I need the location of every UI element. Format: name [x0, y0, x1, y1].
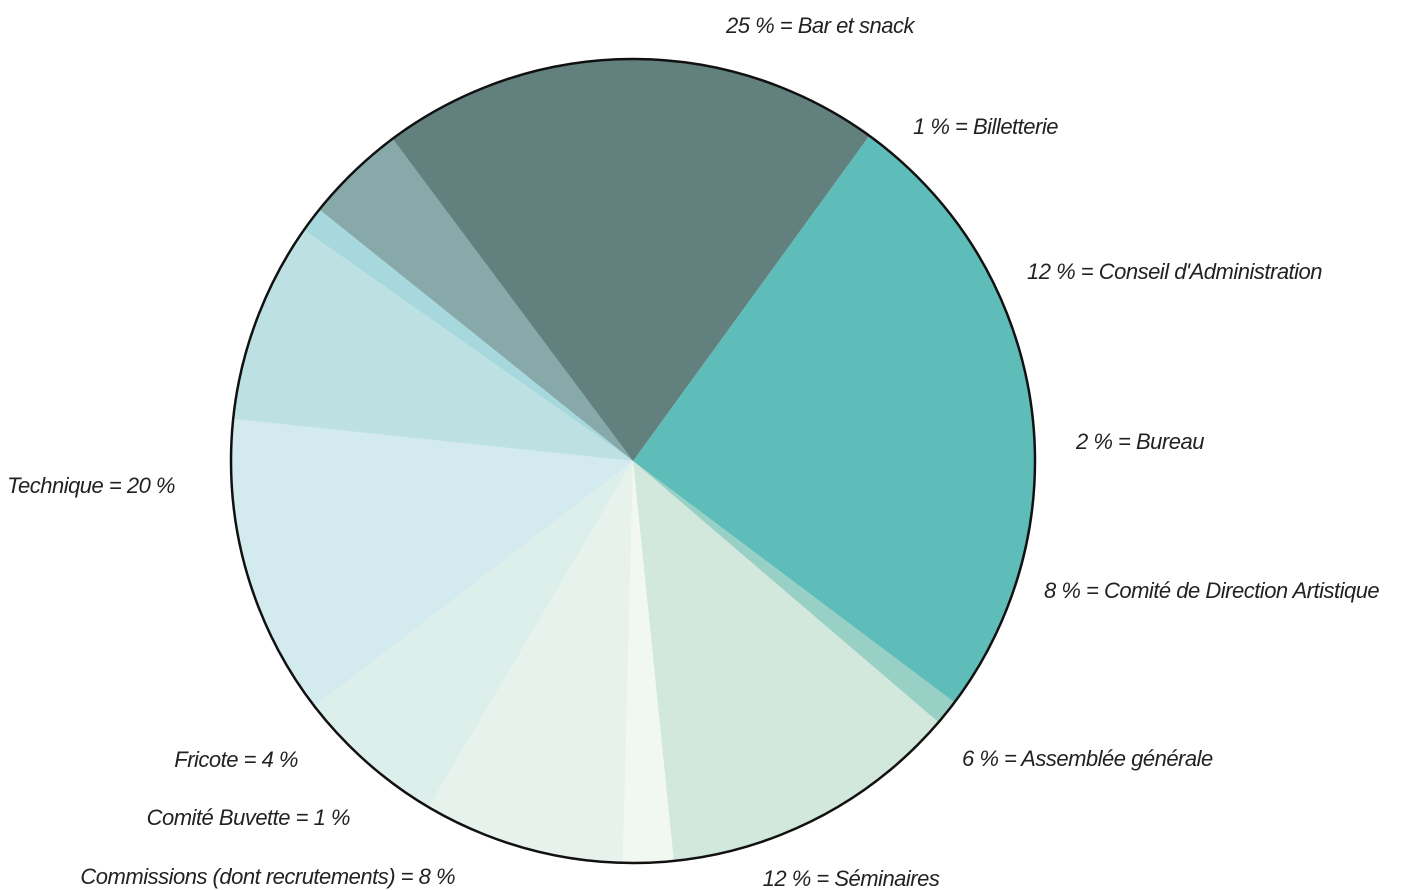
pie-slice-technique: [392, 59, 870, 461]
pie-slice-fricote: [319, 138, 633, 462]
slice-label: 12 % = Conseil d'Administration: [1027, 259, 1322, 284]
pie-slice-assemblee-generale: [314, 461, 633, 808]
pie-slice-conseil-d-administration: [633, 461, 939, 861]
pie-slice-bar-et-snack: [633, 135, 1035, 703]
pie-slice-seminaires: [230, 418, 633, 707]
slice-label: 2 % = Bureau: [1075, 429, 1204, 454]
slice-label: 25 % = Bar et snack: [725, 13, 915, 38]
slice-label: Fricote = 4 %: [174, 747, 298, 772]
pie-slice-comite-buvette: [304, 209, 633, 461]
slice-label: 6 % = Assemblée générale: [962, 746, 1213, 771]
pie-outline: [229, 57, 1037, 865]
pie-slice-bureau: [622, 461, 674, 863]
slice-label: 1 % = Billetterie: [913, 114, 1058, 139]
pie-slice-billetterie: [633, 461, 955, 723]
pie-slices: [230, 59, 1035, 863]
slice-labels: 25 % = Bar et snack 1 % = Billetterie 12 %…: [7, 13, 1380, 890]
slice-label: Technique = 20 %: [7, 473, 175, 498]
slice-label: Comité Buvette = 1 %: [147, 805, 350, 830]
slice-label: 8 % = Comité de Direction Artistique: [1044, 578, 1379, 603]
pie-slice-comite-de-direction-artistique: [428, 461, 633, 863]
pie-slice-commissions-dont-recrutements: [233, 229, 633, 461]
slice-label: Commissions (dont recrutements) = 8 %: [80, 864, 455, 889]
slice-label: 12 % = Séminaires: [763, 866, 940, 890]
